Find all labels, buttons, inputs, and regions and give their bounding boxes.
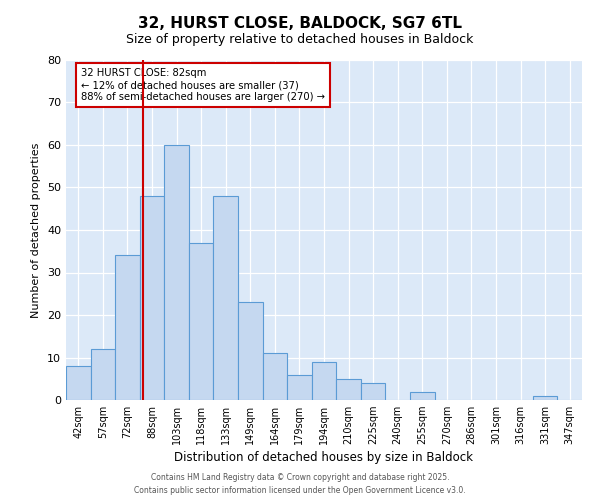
- Bar: [66, 366, 91, 400]
- Text: Contains HM Land Registry data © Crown copyright and database right 2025.: Contains HM Land Registry data © Crown c…: [151, 472, 449, 482]
- Bar: [164, 145, 189, 400]
- Bar: [115, 256, 140, 400]
- Bar: [140, 196, 164, 400]
- Text: 32, HURST CLOSE, BALDOCK, SG7 6TL: 32, HURST CLOSE, BALDOCK, SG7 6TL: [138, 16, 462, 31]
- X-axis label: Distribution of detached houses by size in Baldock: Distribution of detached houses by size …: [175, 452, 473, 464]
- Text: 32 HURST CLOSE: 82sqm
← 12% of detached houses are smaller (37)
88% of semi-deta: 32 HURST CLOSE: 82sqm ← 12% of detached …: [82, 68, 325, 102]
- Bar: [189, 243, 214, 400]
- Y-axis label: Number of detached properties: Number of detached properties: [31, 142, 41, 318]
- Bar: [336, 379, 361, 400]
- Bar: [214, 196, 238, 400]
- Bar: [263, 353, 287, 400]
- Bar: [410, 392, 434, 400]
- Bar: [533, 396, 557, 400]
- Bar: [312, 362, 336, 400]
- Bar: [238, 302, 263, 400]
- Text: Size of property relative to detached houses in Baldock: Size of property relative to detached ho…: [127, 32, 473, 46]
- Bar: [361, 383, 385, 400]
- Bar: [287, 374, 312, 400]
- Bar: [91, 349, 115, 400]
- Text: Contains public sector information licensed under the Open Government Licence v3: Contains public sector information licen…: [134, 486, 466, 495]
